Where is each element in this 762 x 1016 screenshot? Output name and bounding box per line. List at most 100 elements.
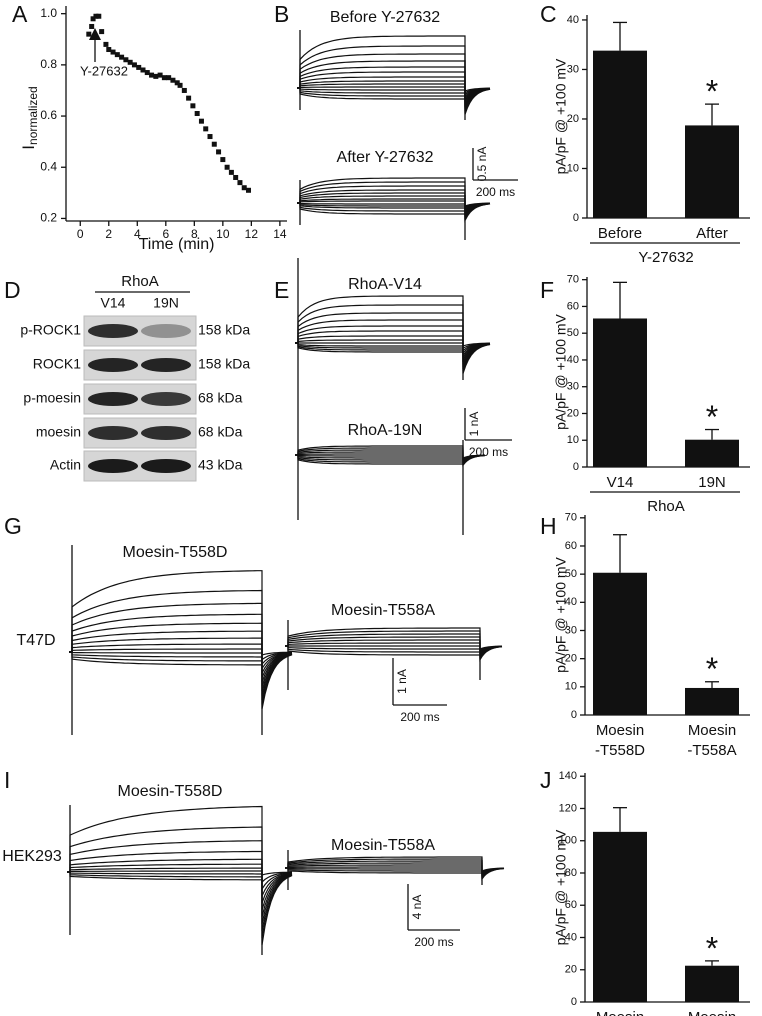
current-trace [69, 622, 293, 676]
current-trace [295, 335, 491, 362]
trace-label: Moesin-T558D [118, 783, 223, 800]
data-point [153, 73, 159, 79]
current-trace [297, 87, 491, 113]
y-tick-label: 1.0 [40, 6, 57, 20]
y-axis-label: pA/pF @ +100 mV [553, 58, 569, 174]
blot-band [141, 358, 191, 372]
x-tick-label: -T558A [687, 742, 736, 759]
y-tick-label: 0 [573, 461, 579, 473]
bar [593, 831, 647, 1002]
y-tick-label: 30 [567, 381, 579, 393]
scale-label: 4 nA [410, 895, 424, 920]
size-label: 158 kDa [198, 322, 250, 338]
size-label: 68 kDa [198, 424, 243, 440]
x-tick-label: 12 [245, 227, 259, 241]
x-tick-label: After [696, 225, 728, 242]
data-point [207, 134, 213, 140]
x-tick-label: Moesin [688, 722, 736, 739]
significance-mark: * [706, 930, 718, 966]
blot-band [141, 459, 191, 473]
group-label: RhoA [647, 498, 685, 515]
current-trace [295, 342, 491, 365]
arrow-head [89, 28, 101, 40]
trace-label: RhoA-V14 [348, 276, 422, 293]
scale-label: 1 nA [395, 669, 409, 694]
current-trace [295, 454, 486, 467]
trace-label: Before Y-27632 [330, 9, 440, 26]
trace-label: RhoA-19N [348, 422, 423, 439]
current-trace [67, 850, 293, 897]
current-trace [295, 304, 491, 350]
panel-letter: D [4, 277, 21, 303]
y-tick-label: 20 [565, 653, 577, 665]
data-point [157, 72, 163, 78]
current-trace [297, 185, 491, 210]
blot-band [88, 358, 138, 372]
current-trace [297, 86, 491, 108]
y-axis-label: pA/pF @ +100 mV [553, 313, 569, 429]
protein-label: p-moesin [23, 390, 81, 406]
cell-label: HEK293 [2, 848, 62, 865]
data-point [99, 29, 105, 35]
current-trace [295, 342, 491, 370]
y-tick-label: 20 [567, 407, 579, 419]
current-trace [297, 66, 491, 100]
data-point [90, 16, 96, 22]
x-axis-label: Time (min) [139, 236, 215, 253]
current-trace [285, 639, 503, 656]
y-tick-label: 40 [565, 596, 577, 608]
group-label: Y-27632 [638, 249, 693, 266]
y-tick-label: 50 [567, 327, 579, 339]
data-point [123, 57, 129, 63]
y-tick-label: 10 [567, 162, 579, 174]
data-point [170, 77, 176, 83]
trace-label: After Y-27632 [337, 149, 434, 166]
current-trace [69, 570, 293, 656]
data-point [166, 75, 172, 81]
x-tick-label: 6 [162, 227, 169, 241]
current-trace [67, 840, 293, 891]
blot-group: RhoA [121, 273, 159, 290]
data-point [181, 87, 187, 93]
protein-label: moesin [36, 424, 81, 440]
y-tick-label: 40 [565, 931, 577, 943]
current-trace [285, 860, 505, 875]
significance-mark: * [706, 651, 718, 687]
blot-band [88, 459, 138, 473]
current-trace [69, 651, 293, 696]
current-trace [297, 200, 491, 217]
data-point [216, 149, 222, 155]
panel-letter: G [4, 513, 22, 539]
trace-label: Moesin-T558A [331, 602, 435, 619]
current-trace [297, 202, 491, 223]
current-trace [285, 645, 503, 662]
panel-letter: E [274, 277, 289, 303]
bar [593, 572, 647, 715]
current-trace [297, 60, 491, 98]
y-tick-label: 0.6 [40, 108, 57, 122]
current-trace [297, 87, 491, 110]
data-point [89, 23, 95, 29]
y-tick-label: 10 [565, 681, 577, 693]
panel-letter: A [12, 1, 28, 27]
bar [685, 965, 739, 1002]
x-tick-label: V14 [607, 474, 634, 491]
blot-band [141, 324, 191, 338]
y-tick-label: 70 [565, 512, 577, 524]
current-trace [67, 863, 293, 911]
data-point [224, 164, 230, 170]
size-label: 43 kDa [198, 457, 243, 473]
current-trace [285, 636, 503, 654]
current-trace [67, 871, 293, 932]
blot-band [88, 392, 138, 406]
current-trace [67, 871, 293, 939]
x-tick-label: -T558D [595, 742, 645, 759]
blot-band [88, 426, 138, 440]
current-trace [285, 858, 505, 873]
y-tick-label: 50 [565, 568, 577, 580]
current-trace [67, 826, 293, 884]
current-trace [297, 53, 491, 96]
current-trace [69, 589, 293, 661]
data-point [161, 75, 167, 81]
current-trace [295, 295, 491, 347]
